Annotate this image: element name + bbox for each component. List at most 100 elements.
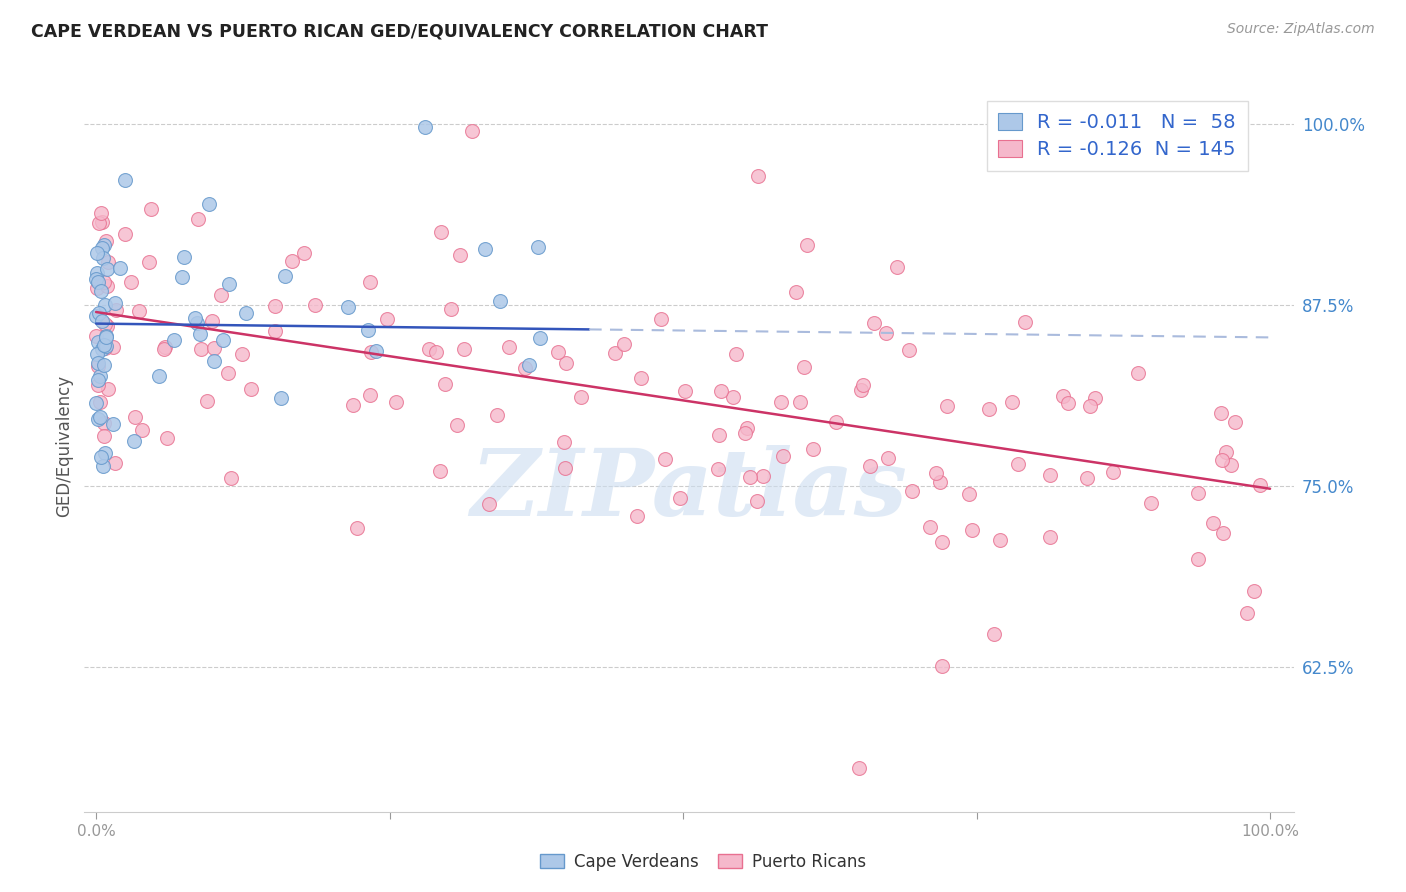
Point [274,268,297,283]
Point [555,356,578,370]
Point [84,395,107,409]
Point [875,326,897,340]
Point [1052,390,1074,404]
Point [1102,466,1125,480]
Point [235,306,257,320]
Point [785,285,807,299]
Point [710,384,733,399]
Point [440,302,463,317]
Point [852,378,875,392]
Point [96,255,118,269]
Point [346,521,368,535]
Point [93,428,115,442]
Point [772,450,794,464]
Point [105,303,128,318]
Point [91,459,114,474]
Point [605,345,627,359]
Point [114,227,136,241]
Text: Source: ZipAtlas.com: Source: ZipAtlas.com [1227,22,1375,37]
Point [489,293,512,308]
Point [87,412,110,426]
Point [124,410,146,425]
Point [153,342,176,356]
Point [1243,584,1265,599]
Point [793,360,815,375]
Point [86,266,108,280]
Point [87,378,110,392]
Point [931,535,953,549]
Point [240,382,263,396]
Point [188,326,211,341]
Point [337,300,360,314]
Point [108,260,131,275]
Legend: R = -0.011   N =  58, R = -0.126  N = 145: R = -0.011 N = 58, R = -0.126 N = 145 [987,101,1247,170]
Point [734,425,756,440]
Point [569,391,592,405]
Point [526,240,548,254]
Point [1126,366,1149,380]
Point [304,298,326,312]
Point [931,658,953,673]
Point [449,248,471,262]
Point [97,382,120,396]
Point [745,494,768,508]
Point [796,237,818,252]
Point [90,215,112,229]
Point [1084,392,1107,406]
Point [219,471,242,485]
Point [89,394,111,409]
Point [359,388,381,402]
Point [553,434,575,449]
Point [89,306,111,320]
Point [801,442,824,456]
Point [187,212,209,227]
Point [359,276,381,290]
Point [87,373,110,387]
Point [1211,453,1233,467]
Point [101,417,124,431]
Point [988,533,1011,548]
Point [418,343,440,357]
Point [212,334,235,348]
Point [96,319,118,334]
Point [1139,496,1161,510]
Point [547,345,569,359]
Point [131,423,153,437]
Point [1215,445,1237,459]
Point [87,359,110,373]
Point [342,398,364,412]
Point [217,366,239,380]
Point [156,432,179,446]
Point [128,304,150,318]
Point [121,276,143,290]
Point [93,358,115,372]
Point [517,358,540,372]
Point [163,334,186,348]
Point [935,399,957,413]
Point [877,450,900,465]
Point [1202,516,1225,531]
Point [87,356,110,370]
Point [498,340,520,354]
Point [90,242,112,256]
Point [769,395,792,409]
Point [292,245,315,260]
Point [93,275,115,289]
Point [96,234,118,248]
Point [263,299,285,313]
Point [859,459,882,474]
Point [385,395,408,409]
Legend: Cape Verdeans, Puerto Ricans: Cape Verdeans, Puerto Ricans [531,845,875,880]
Point [1057,396,1080,410]
Point [86,276,108,290]
Point [184,311,207,326]
Point [673,384,696,399]
Point [613,337,636,351]
Point [90,206,112,220]
Point [453,343,475,357]
Point [486,408,509,422]
Point [1187,551,1209,566]
Point [668,491,690,505]
Point [201,314,224,328]
Point [89,368,111,383]
